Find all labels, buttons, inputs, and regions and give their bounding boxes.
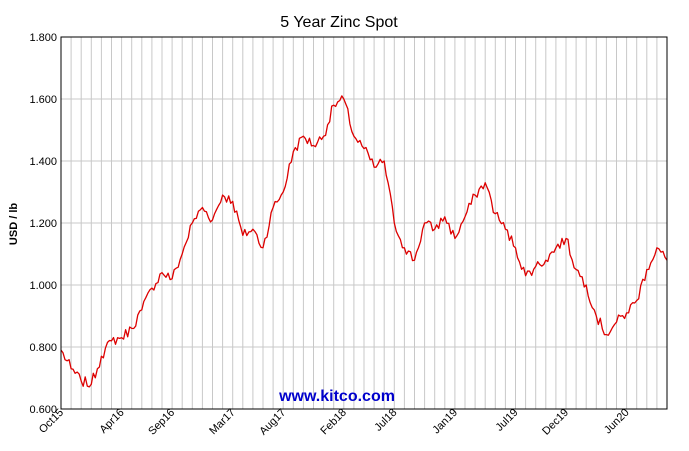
y-tick-label: 1.000	[29, 280, 57, 292]
x-tick-label: Dec19	[540, 407, 571, 438]
plot-frame	[60, 36, 668, 410]
y-tick-label: 0.800	[29, 342, 57, 354]
y-tick-label: 1.600	[29, 94, 57, 106]
x-tick-label: Feb18	[318, 407, 349, 438]
y-axis-ticks: 0.600 0.800 1.000 1.200 1.400 1.600 1.800	[29, 32, 57, 416]
x-tick-label: Sep16	[146, 407, 177, 438]
y-tick-label: 1.800	[29, 32, 57, 44]
y-tick-label: 0.600	[29, 404, 57, 416]
x-tick-label: Jan19	[430, 407, 460, 437]
series-line-zinc	[60, 95, 668, 388]
grid	[60, 36, 668, 410]
x-tick-label: Aug17	[257, 407, 288, 438]
y-axis-label: USD / lb	[8, 203, 20, 245]
x-axis-ticks: Oct15 Apr16 Sep16 Mar17 Aug17 Feb18 Jul18 Jan19…	[37, 407, 632, 438]
x-tick-label: Apr16	[97, 407, 126, 436]
y-tick-label: 1.200	[29, 218, 57, 230]
chart-title: 5 Year Zinc Spot	[280, 14, 398, 31]
x-tick-label: Jul18	[372, 407, 399, 434]
x-tick-label: Jul19	[494, 407, 521, 434]
x-tick-label: Jun20	[602, 407, 632, 437]
watermark: www.kitco.com	[278, 388, 395, 405]
x-tick-label: Mar17	[207, 407, 238, 438]
y-tick-label: 1.400	[29, 156, 57, 168]
